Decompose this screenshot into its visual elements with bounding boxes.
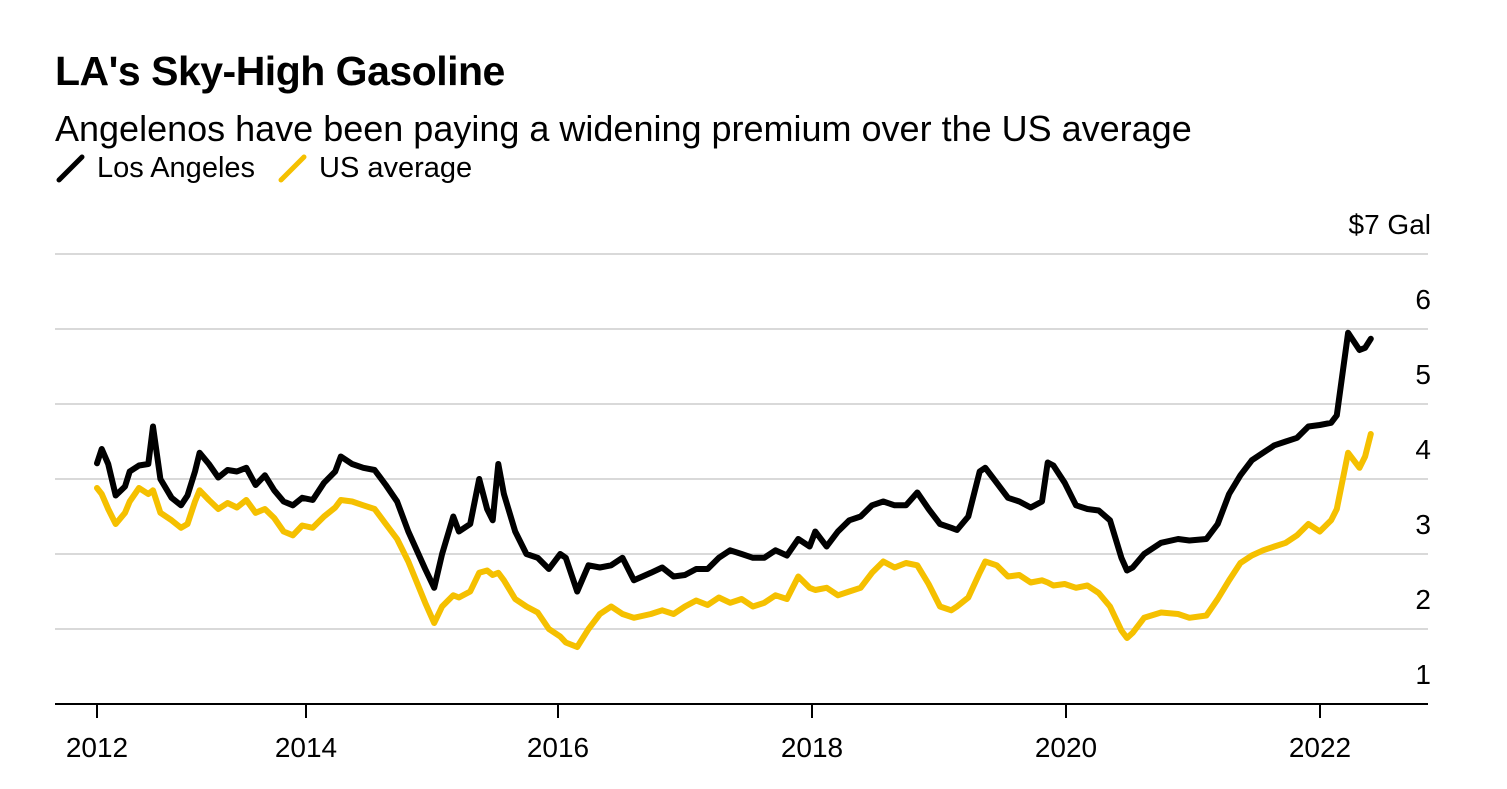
- y-tick-label-4: 4: [1415, 434, 1431, 465]
- y-tick-label-3: 3: [1415, 509, 1431, 540]
- series-line-us-average: [94, 431, 1374, 650]
- legend-swatch-us-average: [278, 154, 307, 183]
- x-tick-label-2012: 2012: [66, 732, 128, 763]
- x-tick-label-2020: 2020: [1035, 732, 1097, 763]
- legend-label-us-average: US average: [319, 151, 473, 184]
- legend-item-us-average: US average: [277, 152, 472, 185]
- legend-swatch-los-angeles: [56, 154, 85, 183]
- chart-subtitle: Angelenos have been paying a widening pr…: [55, 108, 1192, 149]
- x-tick-label-2016: 2016: [527, 732, 589, 763]
- series-line-los-angeles: [94, 329, 1374, 595]
- x-tick-label-2014: 2014: [275, 732, 337, 763]
- y-tick-label-2: 2: [1415, 584, 1431, 615]
- x-tick-label-2022: 2022: [1289, 732, 1351, 763]
- chart-legend: Los Angeles US average: [55, 150, 494, 186]
- y-tick-label-6: 6: [1415, 284, 1431, 315]
- y-tick-label-1: 1: [1415, 659, 1431, 690]
- chart-title: LA's Sky-High Gasoline: [55, 48, 505, 94]
- y-axis-unit-label: $7 Gal: [1349, 209, 1432, 240]
- y-tick-label-5: 5: [1415, 359, 1431, 390]
- gridlines: [55, 253, 1428, 630]
- legend-label-los-angeles: Los Angeles: [97, 151, 256, 184]
- legend-item-los-angeles: Los Angeles: [55, 152, 255, 185]
- x-tick-label-2018: 2018: [781, 732, 843, 763]
